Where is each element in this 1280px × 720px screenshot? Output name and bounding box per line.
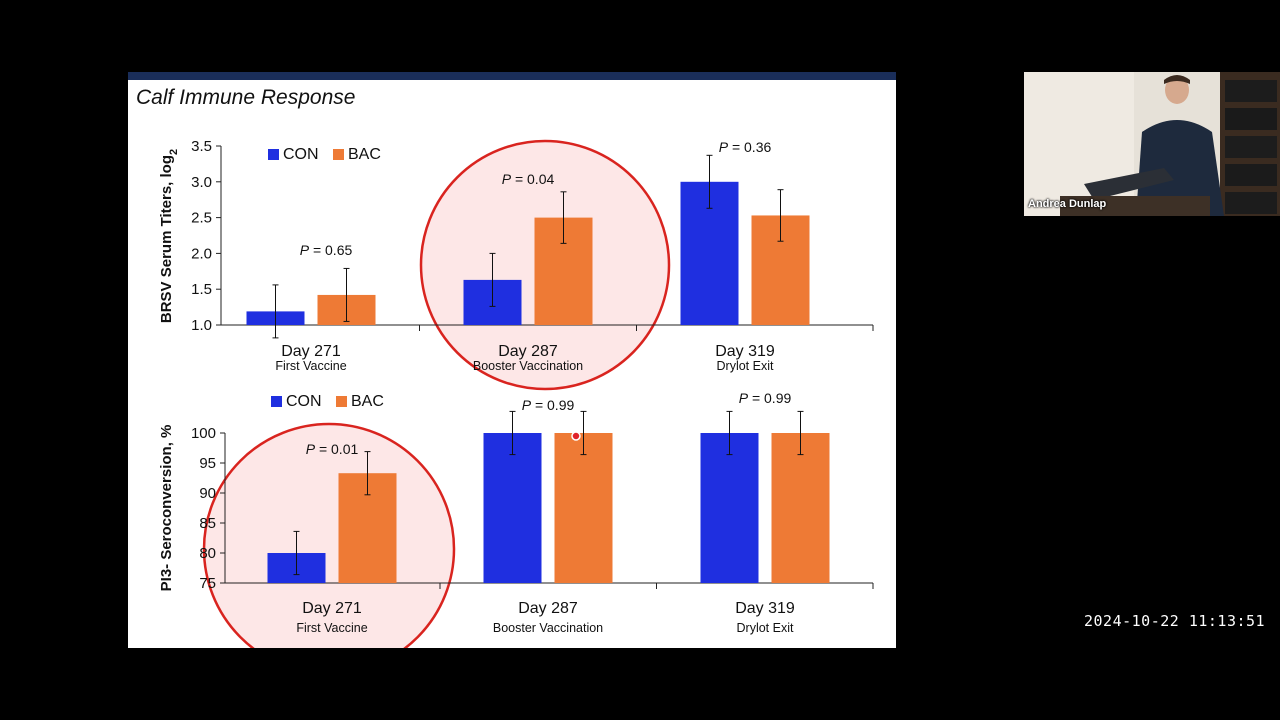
x-category-sublabel: Booster Vaccination (493, 621, 603, 635)
legend-swatch-bac (333, 149, 344, 160)
legend-swatch-con (268, 149, 279, 160)
x-category-sublabel: First Vaccine (275, 359, 346, 373)
y-axis-label: PI3- Seroconversion, % (158, 425, 175, 592)
x-category-label: Day 287 (518, 600, 578, 617)
y-tick-label: 100 (191, 425, 216, 442)
legend-swatch-con (271, 396, 282, 407)
x-category-label: Day 319 (715, 343, 775, 360)
p-value-label: P = 0.65 (300, 242, 353, 258)
presentation-slide: Calf Immune Response 1.0 1.5 2.0 2.5 3.0 3.5 B… (128, 72, 896, 648)
pointer-cursor-dot (571, 431, 581, 441)
x-category-label: Day 319 (735, 600, 795, 617)
slide-header-bar (128, 72, 896, 80)
x-category-sublabel: First Vaccine (296, 621, 367, 635)
y-tick-label: 80 (199, 545, 216, 562)
participant-name-label: Andrea Dunlap (1028, 198, 1107, 210)
charts-canvas: 1.0 1.5 2.0 2.5 3.0 3.5 BRSV Serum Titers, log… (158, 138, 874, 648)
x-category-label: Day 271 (281, 343, 341, 360)
p-value-label: P = 0.04 (502, 171, 555, 187)
chart-panel-1: 1.0 1.5 2.0 2.5 3.0 3.5 BRSV Serum Titers, log… (158, 138, 874, 391)
bar-con-day-319 (700, 433, 759, 583)
legend-label-con: CON (283, 146, 319, 163)
bar-bac-day-287 (554, 433, 613, 583)
y-axis-label: BRSV Serum Titers, log2 (158, 149, 180, 323)
legend-label-bac: BAC (351, 393, 384, 410)
webcam-scene (1024, 72, 1280, 216)
bar-bac-day-319 (771, 433, 830, 583)
y-tick-label: 2.0 (191, 245, 212, 262)
x-category-label: Day 271 (302, 600, 362, 617)
y-tick-label: 85 (199, 515, 216, 532)
y-tick-label: 90 (199, 485, 216, 502)
x-category-sublabel: Drylot Exit (717, 359, 774, 373)
p-value-label: P = 0.01 (306, 441, 359, 457)
y-tick-label: 1.5 (191, 281, 212, 298)
legend-swatch-bac (336, 396, 347, 407)
y-tick-label: 3.0 (191, 174, 212, 191)
legend-label-con: CON (286, 393, 322, 410)
y-tick-label: 1.0 (191, 317, 212, 334)
legend-label-bac: BAC (348, 146, 381, 163)
y-tick-label: 3.5 (191, 138, 212, 155)
bar-con-day-287 (483, 433, 542, 583)
x-category-label: Day 287 (498, 343, 558, 360)
y-tick-label: 2.5 (191, 210, 212, 227)
p-value-label: P = 0.99 (739, 390, 792, 406)
recording-timestamp: 2024-10-22 11:13:51 (1084, 612, 1266, 630)
y-tick-label: 95 (199, 455, 216, 472)
x-category-sublabel: Drylot Exit (737, 621, 794, 635)
slide-title: Calf Immune Response (136, 86, 356, 109)
chart-panel-2: 75 80 85 90 95 100 PI3- Seroconversion, % Day 2… (158, 393, 874, 648)
webcam-video-tile[interactable]: Andrea Dunlap (1024, 72, 1280, 216)
y-tick-label: 75 (199, 575, 216, 592)
p-value-label: P = 0.36 (719, 139, 772, 155)
x-category-sublabel: Booster Vaccination (473, 359, 583, 373)
p-value-label: P = 0.99 (522, 397, 575, 413)
